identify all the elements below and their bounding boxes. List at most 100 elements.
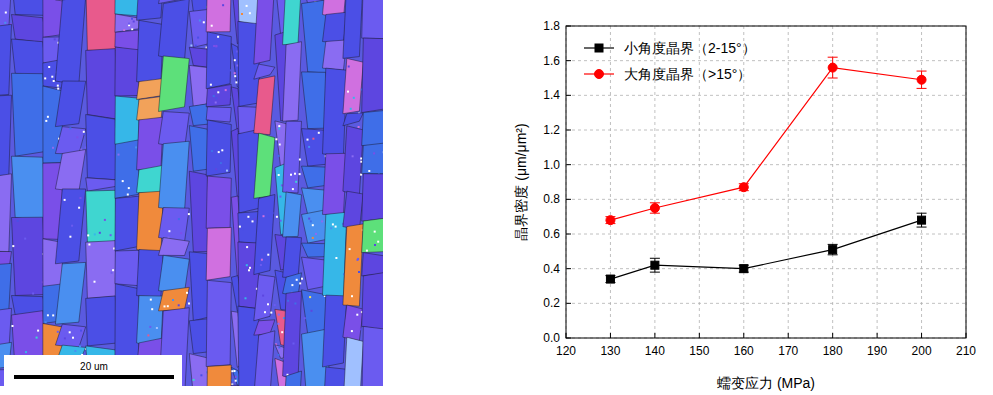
- speck: [278, 314, 280, 316]
- speck: [72, 337, 74, 339]
- tick-label: 0.4: [543, 262, 560, 276]
- speck: [65, 334, 67, 336]
- grid-line: [566, 60, 966, 61]
- speck: [348, 66, 350, 68]
- grain: [254, 76, 275, 135]
- speck: [52, 147, 54, 149]
- speck: [178, 304, 180, 306]
- speck: [254, 218, 256, 220]
- grain: [362, 0, 383, 39]
- tick-label: 200: [912, 344, 932, 358]
- grain: [362, 142, 383, 174]
- speck: [278, 155, 280, 157]
- grain: [362, 326, 383, 386]
- tick-label: 0.2: [543, 296, 560, 310]
- speck: [36, 337, 38, 339]
- speck: [275, 138, 277, 140]
- grain: [115, 284, 139, 365]
- speck: [122, 180, 124, 182]
- speck: [358, 271, 360, 273]
- tick-label: 1.2: [543, 123, 560, 137]
- speck: [249, 267, 251, 269]
- speck: [12, 245, 14, 247]
- speck: [315, 233, 317, 235]
- speck: [366, 250, 368, 252]
- speck: [87, 234, 89, 236]
- grain: [55, 262, 85, 324]
- tick-label: 150: [689, 344, 709, 358]
- speck: [128, 23, 130, 25]
- speck: [239, 223, 241, 225]
- speck: [186, 292, 188, 294]
- tick-label: 130: [600, 344, 620, 358]
- speck: [135, 146, 137, 148]
- speck: [246, 246, 248, 248]
- error-bar: [650, 258, 660, 272]
- tick-label: 190: [867, 344, 887, 358]
- speck: [299, 173, 301, 175]
- grain: [343, 126, 363, 196]
- speck: [112, 269, 114, 271]
- error-bar: [739, 265, 749, 272]
- speck: [131, 18, 133, 20]
- tick: [566, 268, 571, 269]
- speck: [218, 151, 220, 153]
- speck: [69, 236, 71, 238]
- speck: [47, 314, 49, 316]
- speck: [335, 226, 337, 228]
- grain: [343, 113, 363, 126]
- speck: [357, 259, 359, 261]
- grid-line: [788, 26, 789, 338]
- speck: [291, 284, 293, 286]
- speck: [358, 126, 360, 128]
- speck: [12, 325, 14, 327]
- grain: [206, 84, 231, 106]
- tick-label: 160: [734, 344, 754, 358]
- speck: [281, 331, 283, 333]
- canvas: 20 um0.00.20.40.60.81.01.21.41.61.812013…: [0, 0, 993, 395]
- speck: [307, 139, 309, 141]
- speck: [69, 127, 71, 129]
- speck: [277, 323, 279, 325]
- grain: [283, 42, 302, 122]
- speck: [332, 223, 334, 225]
- speck: [374, 231, 376, 233]
- speck: [199, 20, 201, 22]
- grain: [86, 0, 117, 51]
- grain: [0, 174, 12, 252]
- tick: [921, 333, 922, 338]
- speck: [245, 297, 247, 299]
- speck: [272, 212, 274, 214]
- tick: [566, 164, 571, 165]
- grain: [283, 0, 302, 45]
- speck: [128, 187, 130, 189]
- grain: [254, 275, 275, 321]
- grain: [115, 250, 139, 285]
- error-bar: [917, 213, 927, 227]
- tick: [566, 234, 571, 235]
- speck: [295, 181, 297, 183]
- speck: [349, 248, 351, 250]
- speck: [195, 45, 197, 47]
- speck: [236, 51, 238, 53]
- speck: [235, 81, 237, 83]
- scale-bar-box: [4, 355, 182, 386]
- speck: [47, 116, 49, 118]
- speck: [239, 226, 241, 228]
- grain: [0, 0, 12, 28]
- grain: [55, 324, 85, 347]
- grain: [86, 190, 117, 242]
- grain: [206, 176, 231, 228]
- grain: [115, 96, 139, 147]
- tick: [610, 333, 611, 338]
- grain: [115, 196, 139, 251]
- speck: [357, 258, 359, 260]
- grain: [86, 241, 117, 299]
- speck: [78, 207, 80, 209]
- speck: [200, 374, 202, 376]
- grid-line: [566, 95, 966, 96]
- speck: [215, 45, 217, 47]
- grid-line: [566, 130, 966, 131]
- speck: [210, 84, 212, 86]
- speck: [215, 97, 217, 99]
